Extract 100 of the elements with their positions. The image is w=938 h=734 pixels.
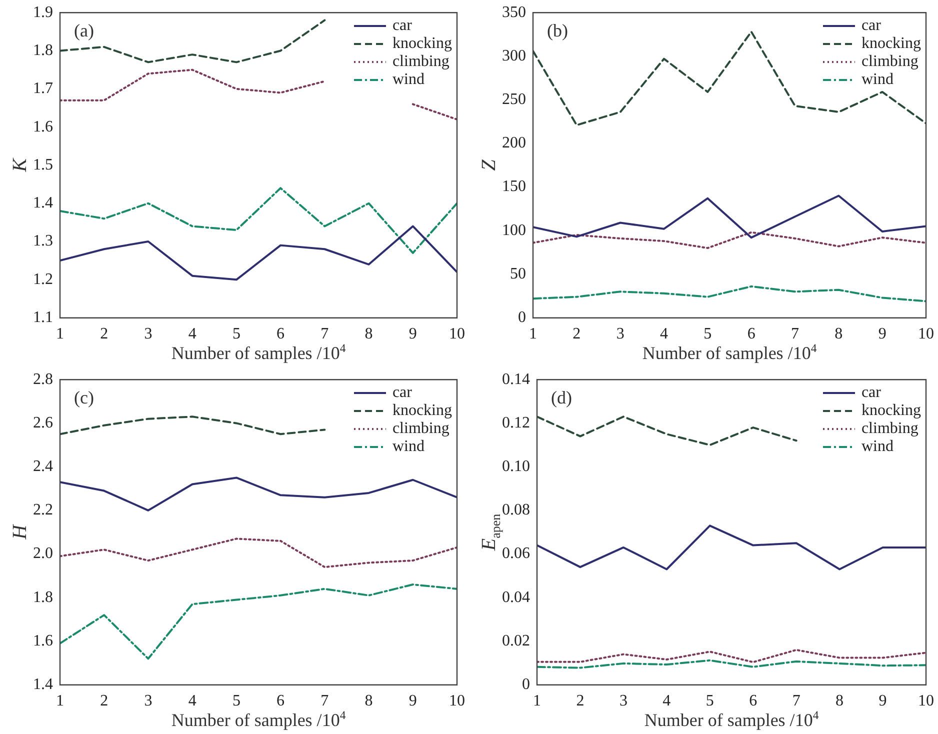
legend-label: climbing — [861, 52, 918, 71]
legend-label: car — [861, 384, 881, 402]
y-tick-label: 1.8 — [33, 42, 53, 59]
y-tick-label: 0 — [522, 676, 530, 694]
y-tick-label: 1.7 — [33, 80, 53, 98]
y-tick-label: 1.4 — [33, 194, 53, 212]
line-series — [60, 584, 457, 660]
y-axis-title: K — [9, 156, 31, 173]
annotation: (d) — [551, 388, 572, 408]
y-tick-label: 350 — [502, 4, 526, 21]
line-series — [60, 19, 326, 64]
x-tick-label: 5 — [232, 692, 240, 710]
y-tick-label: 1.6 — [33, 118, 53, 136]
y-tick-label: 1.8 — [33, 588, 53, 606]
x-tick-label: 3 — [144, 692, 152, 710]
x-tick-label: 10 — [449, 692, 465, 710]
x-tick-label: 3 — [619, 692, 628, 710]
x-tick-label: 4 — [188, 692, 196, 710]
x-tick-label: 6 — [276, 326, 285, 343]
y-tick-label: 1.5 — [33, 156, 53, 174]
y-tick-label: 0.04 — [502, 588, 530, 606]
line-series — [533, 231, 926, 250]
x-tick-label: 1 — [56, 692, 64, 710]
x-tick-label: 6 — [747, 326, 756, 343]
y-tick-label: 300 — [502, 47, 526, 64]
y-tick-label: 0.10 — [502, 458, 530, 476]
legend-label: climbing — [392, 420, 450, 438]
x-tick-label: 7 — [320, 326, 329, 343]
line-series — [537, 416, 798, 446]
y-axis-title: H — [9, 523, 31, 540]
y-tick-label: 2.8 — [33, 370, 53, 388]
y-tick-label: 2.0 — [33, 545, 53, 562]
x-tick-label: 4 — [660, 326, 668, 343]
y-tick-label: 1.3 — [33, 232, 53, 250]
x-tick-label: 1 — [56, 326, 64, 343]
y-tick-label: 1.9 — [33, 4, 53, 21]
y-tick-label: 200 — [502, 134, 526, 152]
x-tick-label: 3 — [144, 326, 152, 343]
y-tick-label: 0.06 — [502, 545, 530, 562]
legend-label: car — [392, 16, 412, 35]
y-tick-label: 0.12 — [502, 414, 530, 432]
y-tick-label: 2.2 — [33, 502, 53, 519]
x-tick-label: 5 — [232, 326, 240, 343]
y-axis-title: Eapen — [478, 513, 503, 552]
x-tick-label: 8 — [836, 692, 844, 710]
x-tick-label: 9 — [878, 326, 886, 343]
y-tick-label: 0.02 — [502, 632, 530, 650]
x-tick-label: 7 — [791, 326, 799, 343]
x-tick-label: 2 — [576, 692, 584, 710]
line-series — [533, 285, 926, 302]
legend-label: wind — [392, 438, 424, 456]
y-tick-label: 1.6 — [33, 632, 53, 650]
x-tick-label: 10 — [918, 326, 934, 343]
legend-label: wind — [392, 70, 424, 89]
x-tick-label: 6 — [749, 692, 758, 710]
legend-label: knocking — [392, 34, 452, 53]
y-axis-title: Z — [478, 158, 500, 171]
annotation: (c) — [74, 388, 94, 408]
x-tick-label: 10 — [449, 326, 465, 343]
x-tick-label: 4 — [662, 692, 671, 710]
line-series — [60, 416, 326, 436]
x-tick-label: 2 — [100, 692, 108, 710]
y-tick-label: 0 — [518, 309, 526, 326]
y-tick-label: 2.4 — [33, 458, 53, 476]
x-tick-label: 1 — [529, 326, 537, 343]
x-tick-label: 10 — [918, 692, 934, 710]
x-tick-label: 1 — [533, 692, 541, 710]
legend-label: knocking — [861, 34, 921, 53]
x-tick-label: 2 — [572, 326, 581, 343]
x-tick-label: 4 — [188, 326, 196, 343]
legend-label: car — [861, 16, 881, 35]
y-tick-label: 1.1 — [33, 309, 53, 326]
legend-label: car — [392, 384, 412, 402]
legend-label: wind — [861, 70, 894, 89]
y-tick-label: 1.2 — [33, 270, 53, 288]
x-tick-label: 5 — [706, 692, 714, 710]
x-tick-label: 5 — [704, 326, 712, 343]
annotation: (a) — [74, 20, 94, 41]
x-tick-label: 2 — [100, 326, 108, 343]
y-tick-label: 50 — [510, 265, 526, 282]
x-tick-label: 8 — [834, 326, 843, 343]
line-series — [537, 659, 926, 669]
line-series — [537, 648, 926, 664]
y-tick-label: 0.08 — [502, 502, 530, 519]
y-tick-label: 1.4 — [33, 676, 53, 694]
line-series — [60, 187, 457, 254]
x-tick-label: 7 — [320, 692, 329, 710]
y-tick-label: 150 — [502, 178, 526, 196]
x-tick-label: 8 — [364, 326, 373, 343]
legend-label: climbing — [392, 52, 450, 71]
line-series — [60, 538, 457, 568]
x-tick-label: 9 — [408, 326, 417, 343]
y-tick-label: 0.14 — [502, 370, 530, 388]
legend-label: wind — [861, 438, 894, 456]
y-tick-label: 250 — [502, 91, 526, 108]
legend-label: knocking — [392, 402, 452, 420]
x-tick-label: 9 — [408, 692, 417, 710]
legend-label: climbing — [861, 420, 918, 438]
x-tick-label: 9 — [878, 692, 887, 710]
x-tick-label: 8 — [364, 692, 373, 710]
